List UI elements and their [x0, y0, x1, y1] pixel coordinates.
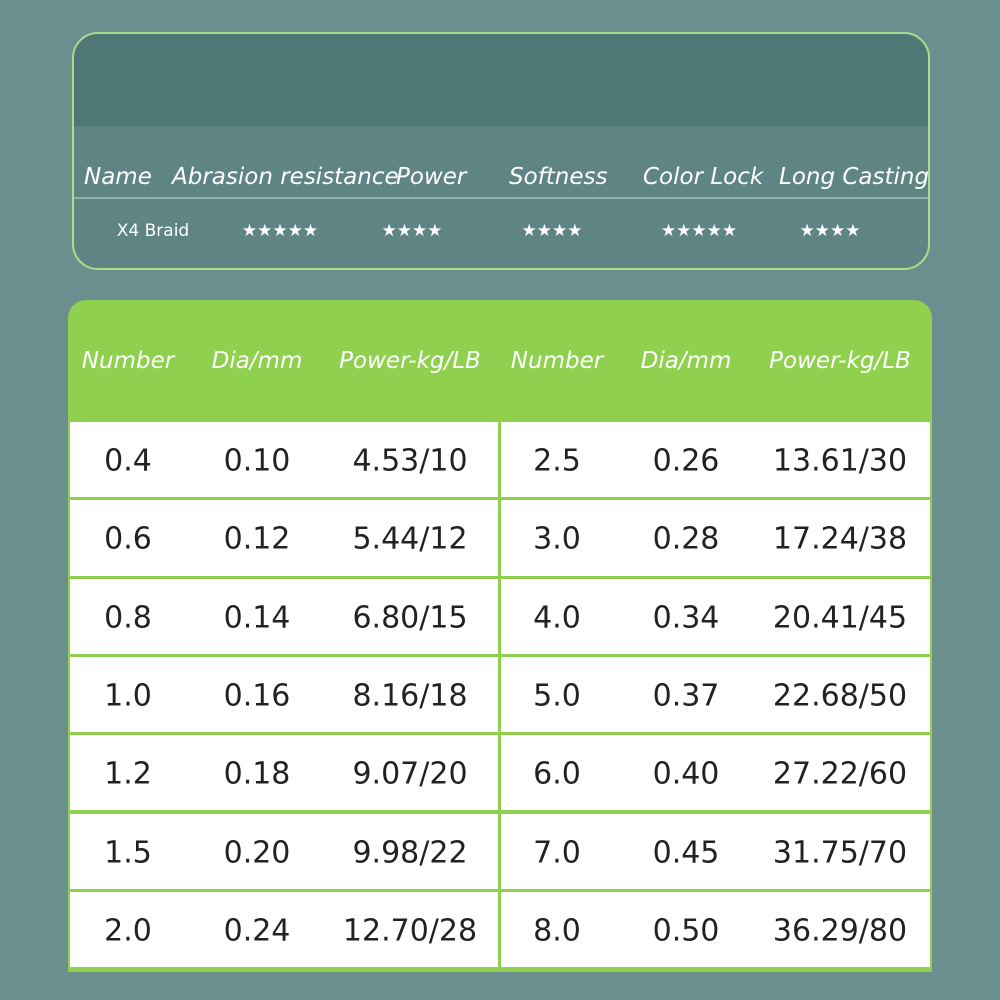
table-cell: 0.28	[652, 521, 720, 557]
table-cell: 1.0	[104, 678, 152, 714]
table-cell: 0.14	[223, 600, 291, 636]
rating-cell: ★★★★	[381, 221, 443, 241]
table-cell: 6.80/15	[352, 600, 468, 636]
table-cell: 7.0	[533, 835, 581, 871]
cell-bg	[501, 500, 930, 576]
table-cell: 0.18	[223, 756, 291, 792]
cell-bg	[70, 813, 498, 889]
cell-bg	[70, 891, 498, 968]
table-header: Number	[81, 348, 175, 374]
rating-panel: Name Abrasion resistance Power Softness Colo…	[72, 32, 930, 270]
panel-rule	[74, 197, 928, 199]
table-cell: 0.24	[223, 913, 291, 949]
table-cell: 0.34	[652, 600, 720, 636]
panel-band	[74, 34, 928, 126]
table-cell: 12.70/28	[342, 913, 478, 949]
table-header: Number	[510, 348, 604, 374]
cell-bg	[501, 891, 930, 968]
cell-bg	[70, 656, 498, 733]
spec-table: Number Dia/mm Power-kg/LB Number Dia/mm Power…	[68, 300, 932, 972]
table-cell: 2.0	[104, 913, 152, 949]
table-cell: 27.22/60	[772, 756, 908, 792]
table-cell: 5.0	[533, 678, 581, 714]
table-cell: 5.44/12	[352, 521, 468, 557]
table-cell: 0.12	[223, 521, 291, 557]
table-cell: 4.53/10	[352, 443, 468, 479]
table-cell: 17.24/38	[772, 521, 908, 557]
table-cell: 0.4	[104, 443, 152, 479]
table-cell: 0.45	[652, 835, 720, 871]
table-cell: 0.6	[104, 521, 152, 557]
table-cell: 0.37	[652, 678, 720, 714]
table-cell: 0.16	[223, 678, 291, 714]
table-cell: 8.0	[533, 913, 581, 949]
rating-cell: ★★★★	[521, 221, 583, 241]
table-cell: 0.20	[223, 835, 291, 871]
cell-bg	[70, 500, 498, 576]
table-cell: 22.68/50	[772, 678, 908, 714]
rating-cell: ★★★★★	[660, 221, 738, 241]
cell-bg	[501, 422, 930, 498]
rating-cell: ★★★★	[799, 221, 861, 241]
cell-bg	[501, 813, 930, 889]
table-header: Power-kg/LB	[339, 348, 481, 374]
cell-bg	[70, 735, 498, 811]
table-cell: 0.50	[652, 913, 720, 949]
rating-header: Abrasion resistance	[172, 164, 399, 190]
table-header: Dia/mm	[640, 348, 732, 374]
cell-bg	[501, 656, 930, 733]
table-cell: 0.10	[223, 443, 291, 479]
table-cell: 1.2	[104, 756, 152, 792]
cell-bg	[70, 422, 498, 498]
table-cell: 8.16/18	[352, 678, 468, 714]
rating-cell: ★★★★★	[241, 221, 319, 241]
table-cell: 20.41/45	[772, 600, 908, 636]
table-cell: 9.98/22	[352, 835, 468, 871]
cell-bg	[501, 735, 930, 811]
cell-bg	[501, 578, 930, 654]
rating-header: Color Lock	[643, 164, 764, 190]
rating-header: Softness	[509, 164, 608, 190]
table-cell: 0.40	[652, 756, 720, 792]
table-cell: 9.07/20	[352, 756, 468, 792]
table-cell: 0.26	[652, 443, 720, 479]
table-cell: 6.0	[533, 756, 581, 792]
table-cell: 3.0	[533, 521, 581, 557]
table-cell: 31.75/70	[772, 835, 908, 871]
cell-bg	[70, 578, 498, 654]
table-cell: 2.5	[533, 443, 581, 479]
rating-header: Name	[84, 164, 152, 190]
table-cell: 4.0	[533, 600, 581, 636]
table-header: Dia/mm	[211, 348, 303, 374]
rating-header: Power	[396, 164, 467, 190]
table-cell: 36.29/80	[772, 913, 908, 949]
table-cell: 0.8	[104, 600, 152, 636]
table-cell: 13.61/30	[772, 443, 908, 479]
table-cell: 1.5	[104, 835, 152, 871]
table-header: Power-kg/LB	[769, 348, 911, 374]
rating-cell: X4 Braid	[116, 221, 190, 241]
rating-header: Long Casting	[779, 164, 930, 190]
